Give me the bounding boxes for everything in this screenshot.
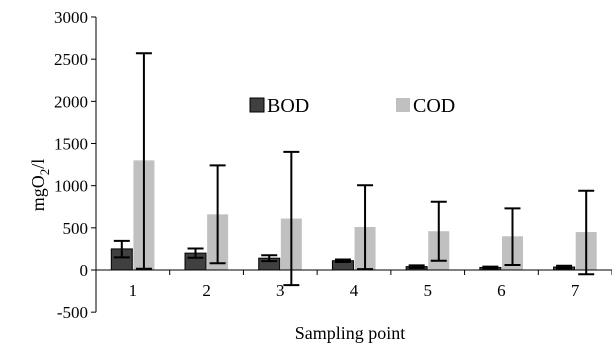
legend: BOD COD xyxy=(249,95,455,117)
x-tick-label: 6 xyxy=(497,281,506,300)
legend-label-cod: COD xyxy=(413,95,455,117)
legend-label-bod: BOD xyxy=(267,95,309,117)
x-axis-title: Sampling point xyxy=(295,323,406,343)
y-axis-title: mgO2/l xyxy=(28,159,52,212)
legend-swatch-cod xyxy=(396,98,410,112)
y-axis-title-main: mgO xyxy=(28,175,48,211)
x-axis-ticks: 1 2 3 4 5 6 7 xyxy=(129,270,612,300)
bars xyxy=(110,160,597,271)
y-tick-label: 1500 xyxy=(54,135,88,154)
x-tick-label: 5 xyxy=(423,281,432,300)
error-bars xyxy=(113,52,595,287)
y-axis-ticks: -500 0 500 1000 1500 2000 2500 3000 xyxy=(54,8,96,322)
y-axis-title-subscript: 2 xyxy=(37,169,52,176)
y-tick-label: 2500 xyxy=(54,50,88,69)
x-tick-label: 1 xyxy=(129,281,138,300)
y-tick-label: 500 xyxy=(63,219,89,238)
x-tick-label: 2 xyxy=(202,281,211,300)
legend-swatch-bod xyxy=(249,97,265,113)
y-tick-label: 0 xyxy=(80,261,89,280)
x-tick-label: 4 xyxy=(350,281,359,300)
y-tick-label: 2000 xyxy=(54,92,88,111)
y-tick-label: 1000 xyxy=(54,177,88,196)
y-tick-label: -500 xyxy=(57,303,88,322)
x-tick-label: 3 xyxy=(276,281,285,300)
y-axis-title-tail: /l xyxy=(28,159,48,169)
axes xyxy=(95,17,612,313)
x-tick-label: 7 xyxy=(571,281,580,300)
y-tick-label: 3000 xyxy=(54,8,88,27)
